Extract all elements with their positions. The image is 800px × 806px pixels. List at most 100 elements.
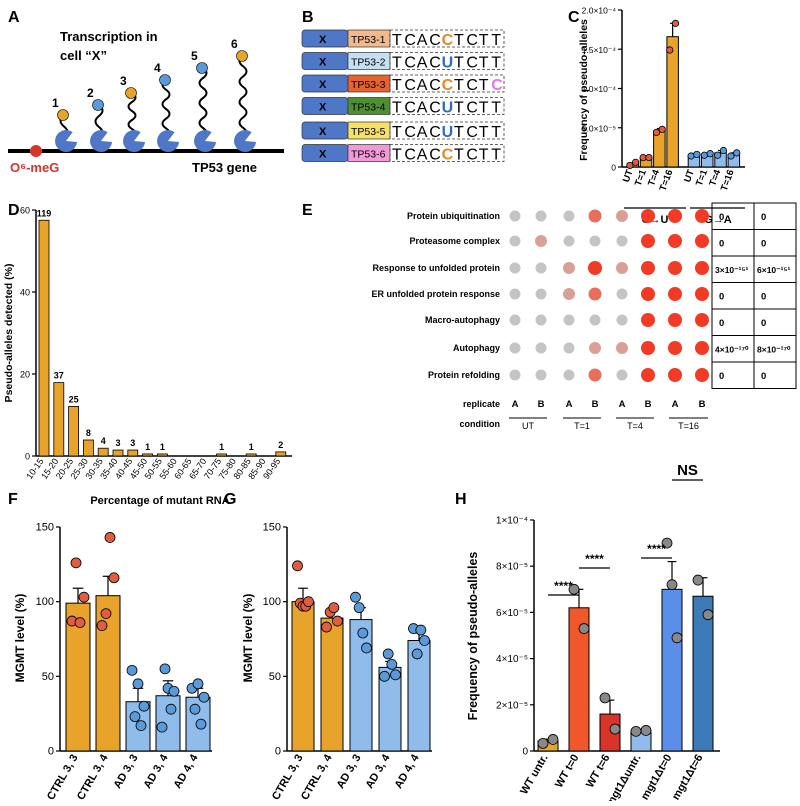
data-point <box>658 125 666 133</box>
sequence-letter: T <box>392 124 402 141</box>
dotplot-dot <box>616 314 628 326</box>
pvalue-text: 3×10⁻¹⁵¹ <box>715 265 748 275</box>
data-point <box>328 602 340 614</box>
data-point <box>537 737 549 749</box>
dotplot-dot <box>588 368 602 382</box>
dotplot-dot <box>695 209 709 223</box>
sequence-letter: U <box>442 100 454 117</box>
sequence-letter: C <box>404 124 416 141</box>
polymerases: 1 2 3 4 5 6 <box>52 37 256 153</box>
dotplot-dot <box>668 209 682 223</box>
data-point <box>195 718 207 730</box>
dotplot-dot <box>668 368 682 382</box>
dotplot-dot <box>535 369 547 381</box>
bar <box>53 382 65 457</box>
dotplot-dot <box>563 262 575 274</box>
pvalue-text: 0 <box>761 212 766 223</box>
dotplot-dot <box>668 287 682 301</box>
x-tick-label: WT t=6 <box>584 753 613 791</box>
data-point <box>108 572 120 584</box>
data-point <box>661 537 673 549</box>
sequence-letter: C <box>466 100 478 117</box>
dotplot-dot <box>563 314 575 326</box>
rna-strand-6 <box>238 55 248 139</box>
bar <box>349 619 373 752</box>
bar-value-label: 1 <box>145 442 150 452</box>
dotplot-dot <box>535 235 547 247</box>
dotplot-dot <box>563 288 575 300</box>
rna-tip-nucleotide-6 <box>236 50 248 62</box>
bar <box>142 453 154 457</box>
y-axis-label: Frequency of pseudo-alleles <box>578 19 590 161</box>
transcript-name: TP53-4 <box>351 102 386 114</box>
sequence-letter: A <box>417 147 428 164</box>
transcript-name-box <box>347 74 391 93</box>
bar <box>112 449 124 457</box>
sequence-letter: A <box>417 124 428 141</box>
bar <box>661 588 683 752</box>
dotplot-dot <box>588 261 602 275</box>
sequence-letter: T <box>454 55 464 72</box>
sequence-letter: C <box>429 77 441 94</box>
bar <box>127 449 139 457</box>
sequence-letter: U <box>442 124 454 141</box>
y-tick-label: 2×10⁻⁵ <box>496 700 528 711</box>
bar-value-label: 1 <box>249 442 254 452</box>
condition-value: T=1 <box>574 421 590 431</box>
x-tick-label: WT t=0 <box>553 753 582 791</box>
sequence-letter: A <box>417 100 428 117</box>
transcript-name-box <box>347 144 391 162</box>
bar <box>68 405 79 457</box>
data-point <box>70 557 82 569</box>
bar <box>83 439 94 457</box>
sequence-letter: T <box>491 55 501 72</box>
x-tick-label: CTRL 3, 4 <box>75 752 111 801</box>
sequence-letter: C <box>466 124 478 141</box>
pvalue-text: 0 <box>719 239 724 250</box>
data-point <box>379 670 390 682</box>
significance-label: **** <box>554 579 573 593</box>
dotplot-dot <box>641 368 655 382</box>
transcript-cell-x-label: X <box>319 34 327 46</box>
transcript-name-box <box>347 52 391 70</box>
bar-value-label: 8 <box>86 428 91 438</box>
polymerase-number-6: 6 <box>231 37 238 51</box>
dotplot-dot <box>589 342 601 354</box>
rna-tip-nucleotide-3 <box>125 87 137 99</box>
pvalue-text: 0 <box>761 318 766 329</box>
bar <box>653 130 666 168</box>
panel-letter-b: B <box>302 9 314 26</box>
panel-a-title-line2: cell “X” <box>60 48 107 63</box>
data-point <box>96 620 108 631</box>
condition-value: T=4 <box>627 421 643 431</box>
y-tick-label: 150 <box>36 522 54 534</box>
sequence-letter: C <box>404 77 416 94</box>
y-tick-label: 60 <box>20 206 30 216</box>
replicate-value: A <box>566 399 573 410</box>
pvalue-text: 8×10⁻¹⁷⁰ <box>757 345 791 355</box>
dotplot-dot <box>563 210 575 222</box>
rna-strand-3 <box>127 92 137 139</box>
y-tick-label: 20 <box>20 370 30 380</box>
sequence-letter: T <box>454 32 464 49</box>
lesion-label: O⁶-meG <box>10 160 59 175</box>
pvalue-text: 0 <box>761 292 766 303</box>
x-tick-label: WT untr. <box>518 753 550 797</box>
data-point <box>547 734 559 745</box>
dotplot-dot <box>509 369 521 381</box>
transcript-sequence-box <box>389 121 505 140</box>
sequence-letter: C <box>491 77 503 94</box>
rna-strand-5 <box>198 67 208 139</box>
pvalue-text: 0 <box>719 371 724 382</box>
dotplot-row-label: Protein ubiquitination <box>407 211 500 221</box>
panel-letter-c: C <box>568 9 580 26</box>
transcript-sequence-box <box>389 29 505 48</box>
bar-value-label: 25 <box>69 394 79 404</box>
data-point <box>135 720 147 732</box>
data-point <box>630 725 642 737</box>
data-point <box>714 151 722 159</box>
transcript-name: TP53-1 <box>351 34 386 46</box>
bar <box>95 595 121 752</box>
bar-value-label: 3 <box>130 438 135 448</box>
